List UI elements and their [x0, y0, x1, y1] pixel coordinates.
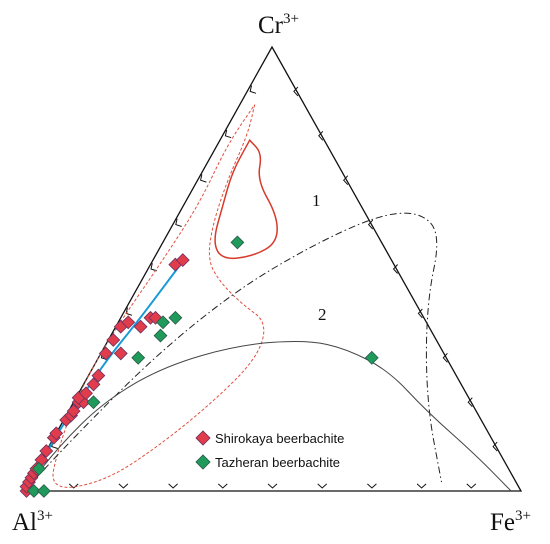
tick-right-6	[367, 219, 374, 230]
vertex-label-fe: Fe3+	[490, 508, 531, 536]
shirokaya-point-7	[39, 444, 54, 458]
tick-right-3	[442, 352, 448, 363]
inner-field-outline	[214, 138, 278, 260]
tazheran-point-9	[364, 350, 379, 365]
vertex-label-cr: Cr3+	[258, 11, 299, 39]
tick-bottom-7	[367, 483, 377, 489]
axis-ticks	[51, 85, 498, 489]
shirokaya-point-16	[79, 386, 93, 401]
tazheran-point-4	[131, 350, 146, 365]
shirokaya-point-28	[175, 253, 190, 268]
curve-label-1: 1	[312, 191, 321, 210]
tick-bottom-4	[217, 483, 228, 489]
tick-right-8	[318, 130, 324, 141]
curve-label-2: 2	[318, 305, 327, 324]
curve-2-solid	[23, 341, 512, 492]
tazheran-point-0	[26, 484, 41, 498]
legend-item-shirokaya: Shirokaya beerbachite	[195, 430, 344, 446]
tick-bottom-8	[416, 483, 427, 489]
tick-bottom-3	[168, 483, 178, 489]
shirokaya-point-21	[106, 333, 121, 347]
tick-left-5	[150, 262, 157, 272]
tick-right-9	[293, 86, 299, 97]
tick-left-4	[175, 218, 182, 227]
legend-label-shirokaya: Shirokaya beerbachite	[215, 431, 344, 446]
shirokaya-point-20	[113, 346, 128, 361]
shirokaya-point-23	[133, 319, 148, 334]
tick-bottom-2	[118, 483, 129, 489]
tick-right-4	[417, 308, 423, 319]
trend-line-blue	[28, 264, 182, 492]
tick-right-5	[392, 264, 398, 274]
tick-right-1	[492, 441, 498, 452]
shirokaya-point-17	[86, 377, 101, 392]
triangle-outline	[22, 45, 523, 492]
vertex-label-al: Al3+	[12, 508, 53, 536]
tick-right-7	[343, 175, 349, 186]
tazheran-point-5	[153, 328, 168, 343]
tick-left-3	[200, 174, 207, 183]
legend-marker-shirokaya	[195, 430, 211, 446]
legend: Shirokaya beerbachite Tazheran beerbachi…	[195, 430, 344, 470]
tick-bottom-1	[68, 483, 79, 489]
tazheran-point-6	[156, 315, 170, 330]
shirokaya-point-24	[121, 315, 136, 330]
tick-left-1	[249, 85, 257, 94]
curve-1-dash-dot	[23, 212, 442, 492]
legend-item-tazheran: Tazheran beerbachite	[195, 454, 340, 470]
shirokaya-point-9	[49, 426, 64, 441]
tick-right-2	[467, 397, 473, 408]
shirokaya-point-12	[66, 404, 81, 419]
tick-bottom-9	[466, 483, 477, 489]
tazheran-point-7	[168, 310, 183, 325]
data-points	[19, 235, 379, 498]
tick-left-2	[224, 129, 232, 139]
tick-bottom-5	[267, 483, 278, 489]
legend-marker-tazheran	[195, 454, 211, 470]
tazheran-point-2	[31, 461, 46, 476]
tazheran-point-3	[86, 395, 101, 410]
legend-label-tazheran: Tazheran beerbachite	[215, 455, 340, 470]
shirokaya-point-19	[98, 346, 113, 361]
outer-field-dashed-outline	[52, 104, 265, 488]
tazheran-point-1	[36, 484, 51, 498]
triangle-frame	[22, 45, 523, 492]
tazheran-point-8	[230, 235, 245, 250]
shirokaya-point-18	[91, 368, 106, 383]
tick-bottom-6	[317, 483, 328, 489]
